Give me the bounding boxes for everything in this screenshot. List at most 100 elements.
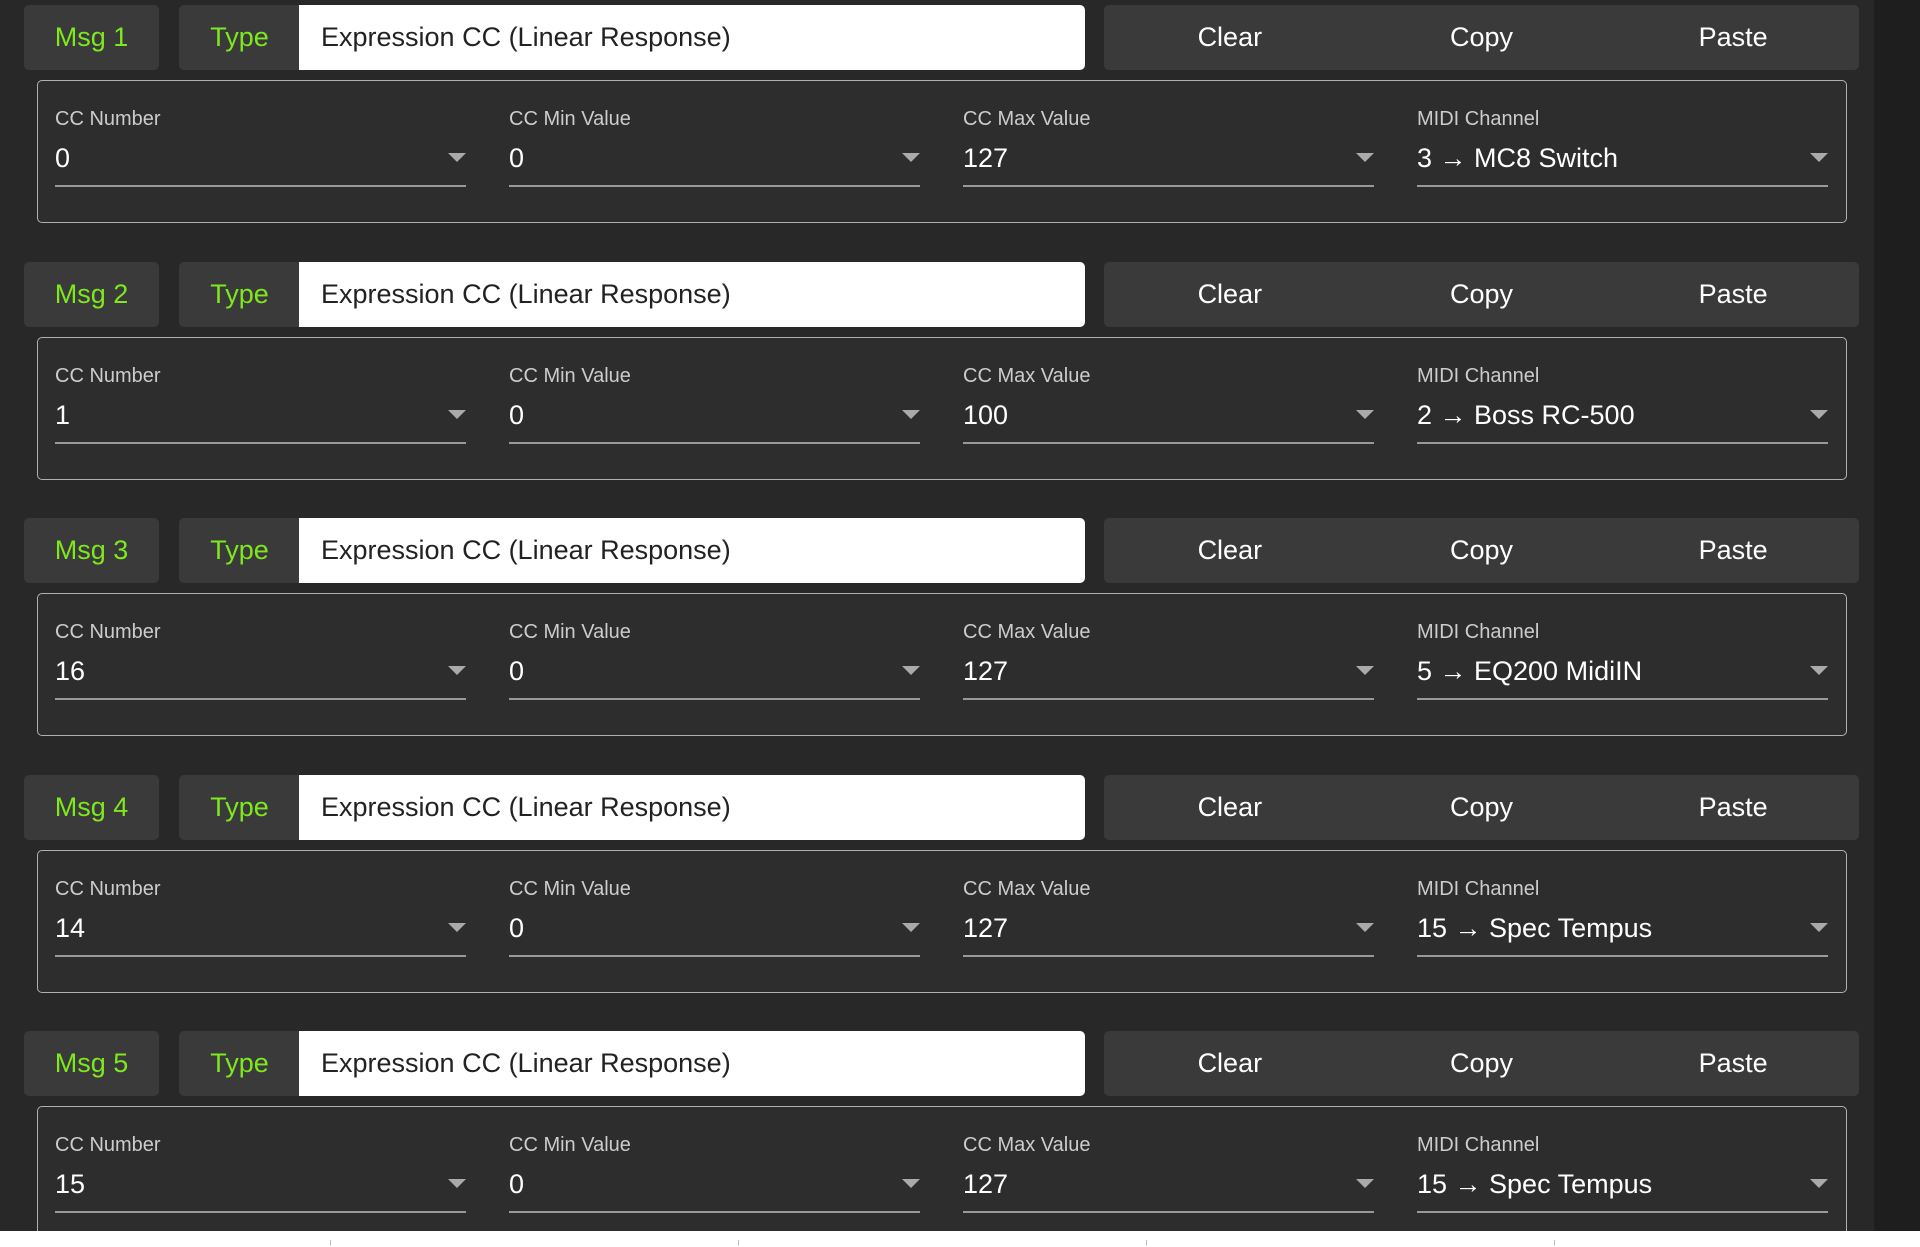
dropdown-arrow-icon[interactable] [902, 666, 920, 675]
paste-button[interactable]: Paste [1698, 1048, 1768, 1078]
dropdown-arrow-icon[interactable] [448, 1179, 466, 1188]
midi-channel-select[interactable]: MIDI Channel 2 → Boss RC-500 [1417, 338, 1828, 478]
clear-button[interactable]: Clear [1197, 278, 1263, 309]
clear-button[interactable]: Clear [1197, 535, 1263, 565]
dropdown-arrow-icon[interactable] [1810, 1179, 1828, 1188]
type-label: Type [179, 1031, 300, 1096]
dropdown-arrow-icon[interactable] [448, 409, 466, 419]
cc-number-select[interactable]: CC Number 14 [55, 851, 466, 991]
message-settings-panel: CC Number 14 CC Min Value 0 CC Max Value… [37, 849, 1847, 993]
dropdown-arrow-icon[interactable] [1810, 666, 1828, 675]
copy-button[interactable]: Copy [1449, 535, 1514, 565]
type-select[interactable]: Expression CC (Linear Response) [299, 5, 1085, 70]
dropdown-arrow-icon[interactable] [1810, 922, 1828, 932]
copy-button[interactable]: Copy [1449, 278, 1514, 309]
field-value: 0 [509, 912, 525, 943]
dropdown-arrow-icon[interactable] [448, 153, 466, 162]
field-value: 5 → EQ200 MidiIN [1417, 656, 1643, 686]
cc-max-select[interactable]: CC Max Value 100 [963, 338, 1374, 478]
type-select[interactable]: Expression CC (Linear Response) [299, 518, 1085, 583]
underline [55, 954, 466, 957]
field-value: 16 [55, 656, 86, 686]
dropdown-arrow-icon[interactable] [1810, 409, 1828, 419]
midi-channel-select[interactable]: MIDI Channel 3 → MC8 Switch [1417, 81, 1828, 221]
cc-min-select[interactable]: CC Min Value 0 [509, 594, 920, 734]
clear-button[interactable]: Clear [1197, 1048, 1263, 1078]
ruler-tick [738, 1240, 739, 1245]
field-value: 1 [55, 399, 71, 430]
copy-button[interactable]: Copy [1449, 1048, 1514, 1078]
cc-min-select[interactable]: CC Min Value 0 [509, 338, 920, 478]
dropdown-arrow-icon[interactable] [1356, 1179, 1374, 1188]
paste-button[interactable]: Paste [1698, 22, 1768, 52]
field-label: CC Number [55, 364, 161, 387]
cc-min-select[interactable]: CC Min Value 0 [509, 1107, 920, 1231]
underline [963, 185, 1374, 187]
type-select[interactable]: Expression CC (Linear Response) [299, 1031, 1085, 1096]
underline [1417, 185, 1828, 187]
field-label: MIDI Channel [1417, 364, 1540, 387]
underline [509, 954, 920, 957]
underline [1417, 441, 1828, 444]
underline [509, 441, 920, 444]
msg-button[interactable]: Msg 3 [24, 518, 159, 583]
cc-number-select[interactable]: CC Number 0 [55, 81, 466, 221]
cc-min-select[interactable]: CC Min Value 0 [509, 851, 920, 991]
scrollbar[interactable] [1874, 0, 1920, 1231]
cc-max-select[interactable]: CC Max Value 127 [963, 594, 1374, 734]
dropdown-arrow-icon[interactable] [1356, 153, 1374, 162]
clear-button[interactable]: Clear [1197, 22, 1263, 52]
action-buttons: Clear Copy Paste [1104, 518, 1859, 583]
action-buttons: Clear Copy Paste [1104, 261, 1859, 327]
clear-button[interactable]: Clear [1197, 791, 1263, 822]
message-block: Msg 3 Type Expression CC (Linear Respons… [0, 513, 1874, 770]
msg-button[interactable]: Msg 2 [24, 261, 159, 327]
dropdown-arrow-icon[interactable] [902, 153, 920, 162]
field-label: CC Max Value [963, 364, 1091, 387]
dropdown-arrow-icon[interactable] [448, 666, 466, 675]
field-value: 127 [963, 143, 1009, 173]
underline [55, 185, 466, 187]
paste-button[interactable]: Paste [1698, 278, 1768, 309]
field-value: 3 → MC8 Switch [1417, 143, 1619, 173]
type-label: Type [179, 774, 300, 840]
paste-button[interactable]: Paste [1698, 535, 1768, 565]
copy-button[interactable]: Copy [1449, 791, 1514, 822]
midi-channel-select[interactable]: MIDI Channel 15 → Spec Tempus [1417, 1107, 1828, 1231]
type-select[interactable]: Expression CC (Linear Response) [299, 774, 1085, 840]
dropdown-arrow-icon[interactable] [902, 409, 920, 419]
type-label: Type [179, 518, 300, 583]
field-label: MIDI Channel [1417, 1134, 1540, 1156]
message-block: Msg 5 Type Expression CC (Linear Respons… [0, 1026, 1874, 1231]
cc-number-select[interactable]: CC Number 15 [55, 1107, 466, 1231]
dropdown-arrow-icon[interactable] [1356, 409, 1374, 419]
cc-max-select[interactable]: CC Max Value 127 [963, 1107, 1374, 1231]
cc-max-select[interactable]: CC Max Value 127 [963, 851, 1374, 991]
cc-max-select[interactable]: CC Max Value 127 [963, 81, 1374, 221]
field-value: 100 [963, 399, 1009, 430]
dropdown-arrow-icon[interactable] [1356, 922, 1374, 932]
cc-min-select[interactable]: CC Min Value 0 [509, 81, 920, 221]
copy-button[interactable]: Copy [1449, 22, 1514, 52]
msg-button[interactable]: Msg 5 [24, 1031, 159, 1096]
dropdown-arrow-icon[interactable] [902, 1179, 920, 1188]
dropdown-arrow-icon[interactable] [1810, 153, 1828, 162]
dropdown-arrow-icon[interactable] [902, 922, 920, 932]
field-value: 127 [963, 656, 1009, 686]
type-select[interactable]: Expression CC (Linear Response) [299, 261, 1085, 327]
message-block: Msg 2 Type Expression CC (Linear Respons… [0, 257, 1874, 514]
paste-button[interactable]: Paste [1698, 791, 1768, 822]
cc-number-select[interactable]: CC Number 16 [55, 594, 466, 734]
message-settings-panel: CC Number 1 CC Min Value 0 CC Max Value … [37, 336, 1847, 480]
msg-button[interactable]: Msg 4 [24, 774, 159, 840]
midi-channel-select[interactable]: MIDI Channel 5 → EQ200 MidiIN [1417, 594, 1828, 734]
message-settings-panel: CC Number 16 CC Min Value 0 CC Max Value… [37, 593, 1847, 736]
field-label: CC Max Value [963, 621, 1091, 643]
cc-number-select[interactable]: CC Number 1 [55, 338, 466, 478]
dropdown-arrow-icon[interactable] [1356, 666, 1374, 675]
field-label: CC Number [55, 621, 161, 643]
midi-channel-select[interactable]: MIDI Channel 15 → Spec Tempus [1417, 851, 1828, 991]
underline [509, 698, 920, 700]
msg-button[interactable]: Msg 1 [24, 5, 159, 70]
dropdown-arrow-icon[interactable] [448, 922, 466, 932]
